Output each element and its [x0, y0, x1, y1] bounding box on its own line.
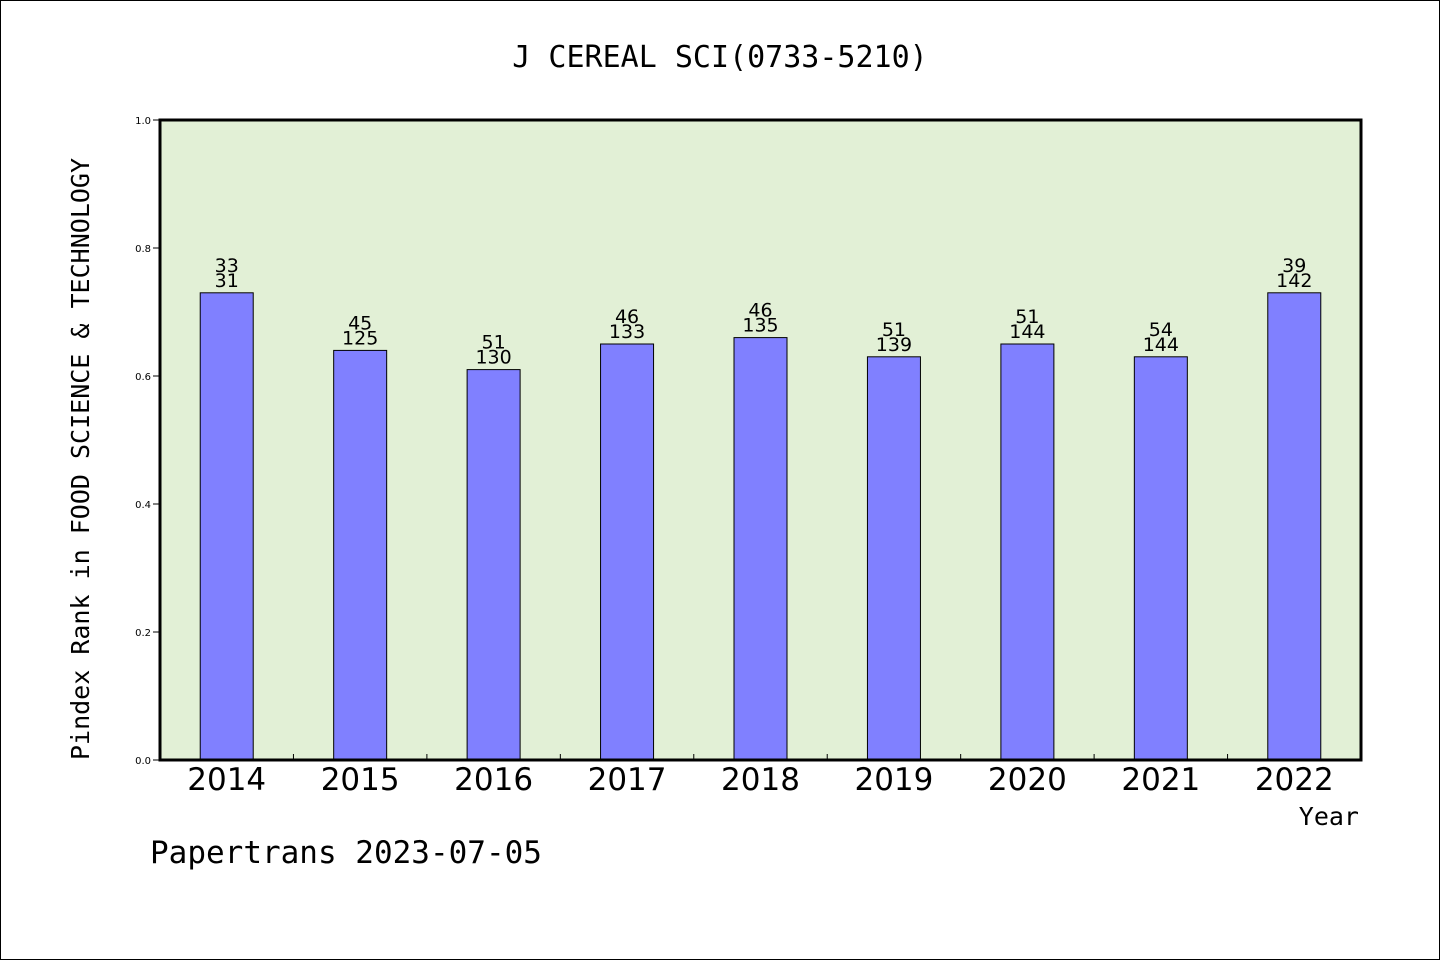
bar-total-label-2017: 133	[609, 321, 645, 343]
bar-total-label-2022: 142	[1276, 270, 1312, 292]
bar-total-label-2020: 144	[1009, 321, 1045, 343]
bar-rank-label-2014: 33	[215, 255, 239, 277]
x-axis-label: Year	[1299, 802, 1359, 831]
bar-2022	[1267, 292, 1322, 761]
footer-text: Papertrans 2023-07-05	[150, 835, 542, 871]
y-tick-label-0.0: 0.0	[135, 756, 151, 767]
bar-rank-label-2018: 46	[748, 300, 772, 322]
bar-2021	[1133, 356, 1188, 761]
bar-2017	[600, 343, 655, 761]
x-tick-label-2020: 2020	[988, 762, 1067, 798]
bar-rank-label-2022: 39	[1282, 255, 1306, 277]
bar-total-label-2016: 130	[475, 347, 511, 369]
bar-total-label-2019: 139	[876, 334, 912, 356]
ticks-group: 2014 2015 2016 2017 2018 2019 2020 2021 2022 0.0 0…	[135, 116, 1334, 798]
x-tick-label-2016: 2016	[454, 762, 533, 798]
bar-2016	[466, 369, 521, 761]
y-tick-label-1.0: 1.0	[135, 116, 151, 127]
bar-rank-label-2017: 46	[615, 306, 639, 328]
x-tick-label-2015: 2015	[321, 762, 400, 798]
x-tick-label-2017: 2017	[588, 762, 667, 798]
bar-2015	[333, 349, 388, 761]
x-tick-label-2022: 2022	[1255, 762, 1334, 798]
bar-2018	[733, 337, 788, 761]
bar-rank-label-2016: 51	[482, 332, 506, 354]
bar-rank-label-2020: 51	[1015, 306, 1039, 328]
bar-total-label-2015: 125	[342, 327, 378, 349]
x-tick-label-2019: 2019	[854, 762, 933, 798]
bar-total-label-2014: 31	[215, 270, 239, 292]
y-tick-label-0.4: 0.4	[135, 500, 151, 511]
bar-2019	[866, 356, 921, 761]
x-tick-label-2021: 2021	[1121, 762, 1200, 798]
bar-total-label-2018: 135	[742, 315, 778, 337]
y-tick-label-0.2: 0.2	[135, 628, 151, 639]
x-tick-label-2014: 2014	[187, 762, 266, 798]
y-axis-label: Pindex Rank in FOOD SCIENCE & TECHNOLOGY	[66, 158, 95, 760]
bar-rank-label-2021: 54	[1149, 319, 1173, 341]
y-tick-label-0.8: 0.8	[135, 244, 151, 255]
bar-2014	[199, 292, 254, 761]
bar-2020	[1000, 343, 1055, 761]
bars-group	[199, 292, 1322, 761]
x-tick-label-2018: 2018	[721, 762, 800, 798]
bar-rank-label-2015: 45	[348, 312, 372, 334]
chart-title: J CEREAL SCI(0733-5210)	[512, 40, 927, 75]
y-tick-label-0.6: 0.6	[135, 372, 151, 383]
bar-total-label-2021: 144	[1143, 334, 1179, 356]
plot-frame	[158, 118, 1363, 762]
bar-rank-label-2019: 51	[882, 319, 906, 341]
